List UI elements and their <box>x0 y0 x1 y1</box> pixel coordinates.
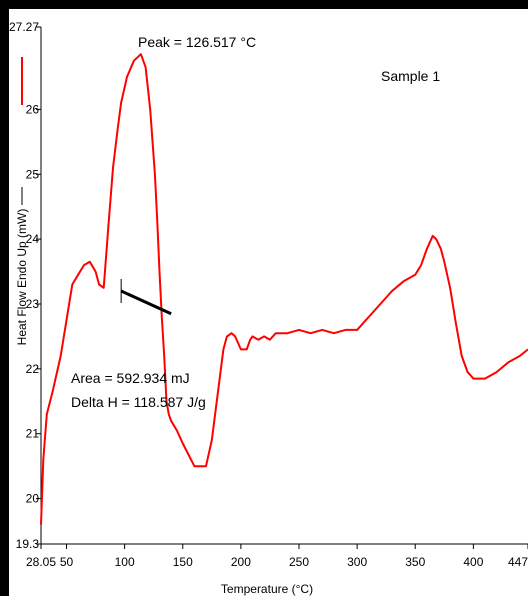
peak-annotation: Peak = 126.517 °C <box>138 34 256 50</box>
y-tick-label: 25 <box>26 167 40 181</box>
y-tick-label: 22 <box>26 362 40 376</box>
chart-frame: 28.05 50 100 150 200 250 300 350 400 447 19.3 20 21 2… <box>9 9 528 596</box>
x-tick-label: 150 <box>173 555 193 569</box>
y-tick-label: 27.27 <box>9 20 39 34</box>
x-tick-label: 447 <box>508 555 528 569</box>
sample-label: Sample 1 <box>381 68 440 84</box>
y-tick-label: 23 <box>26 297 40 311</box>
area-annotation: Area = 592.934 mJ <box>71 370 190 386</box>
series-line-sample-1 <box>40 53 528 525</box>
x-tick-label: 100 <box>115 555 135 569</box>
y-axis-title: Heat Flow Endo Up (mW) <box>15 209 29 346</box>
x-tick-label: 400 <box>463 555 483 569</box>
y-tick-label: 24 <box>26 232 40 246</box>
x-tick-label: 200 <box>231 555 251 569</box>
delta-h-annotation: Delta H = 118.587 J/g <box>71 394 206 410</box>
integration-baseline <box>120 289 172 316</box>
x-tick-label: 300 <box>347 555 367 569</box>
x-tick-label: 250 <box>289 555 309 569</box>
series-layer <box>40 53 528 525</box>
y-tick-label: 19.3 <box>16 537 40 551</box>
x-tick-label: 350 <box>405 555 425 569</box>
axis-ticks: 28.05 50 100 150 200 250 300 350 400 447 19.3 20 21 2… <box>9 20 528 569</box>
y-tick-label: 20 <box>26 492 40 506</box>
x-axis-title: Temperature (°C) <box>221 582 313 596</box>
y-tick-label: 21 <box>26 427 40 441</box>
x-tick-label: 50 <box>60 555 74 569</box>
dsc-chart: 28.05 50 100 150 200 250 300 350 400 447 19.3 20 21 2… <box>9 20 528 596</box>
x-tick-label: 28.05 <box>26 555 56 569</box>
y-tick-label: 26 <box>26 102 40 116</box>
